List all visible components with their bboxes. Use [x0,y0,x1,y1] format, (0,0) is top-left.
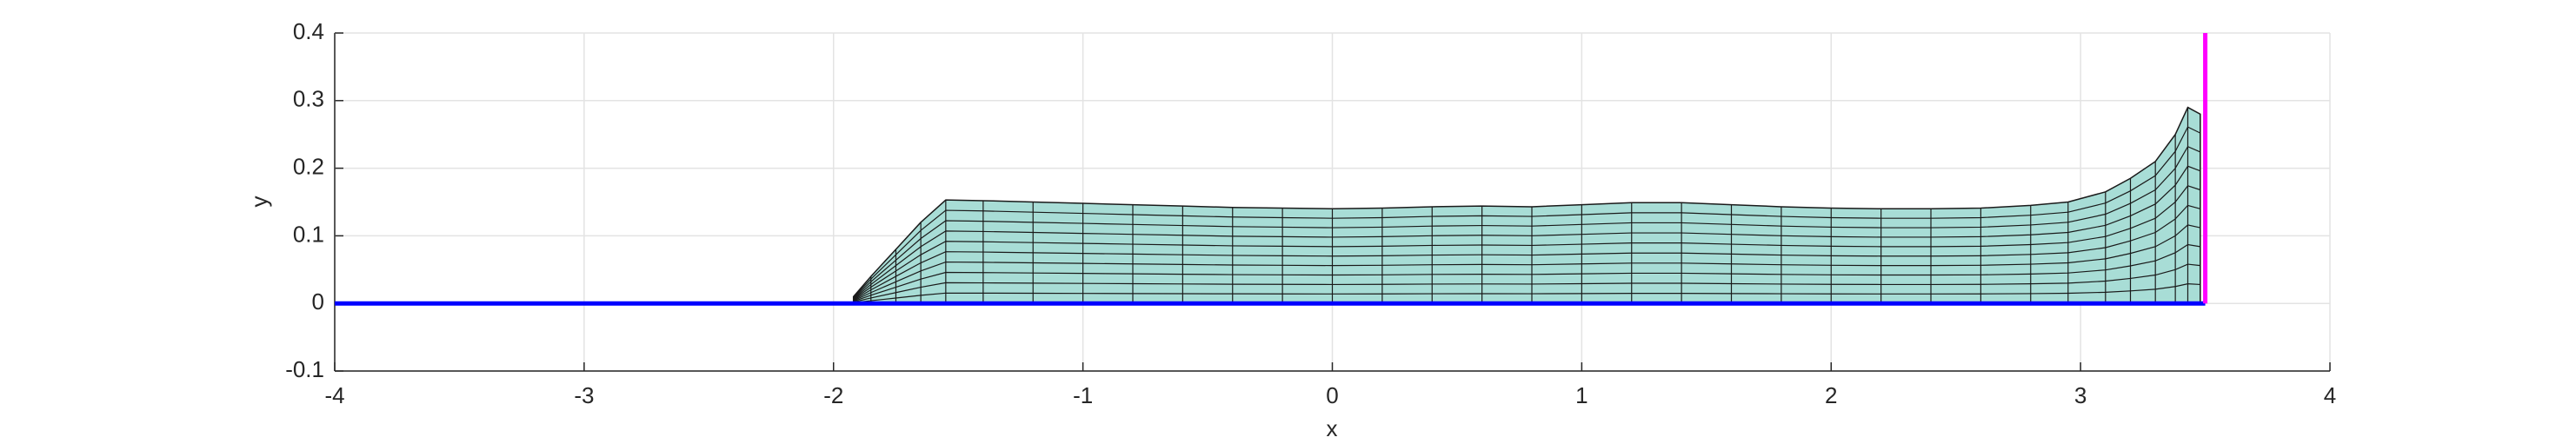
mesh-line [853,263,2200,303]
mesh-line [853,283,2200,304]
mesh-line [853,145,2201,299]
x-tick-label: -3 [574,382,594,408]
x-tick-label: -2 [823,382,843,408]
mesh-line [853,126,2201,298]
y-tick-label: 0.1 [293,221,324,247]
mesh-line [853,185,2201,301]
x-tick-label: 2 [1825,382,1837,408]
x-tick-label: -1 [1073,382,1093,408]
x-axis-label: x [1327,415,1338,441]
y-tick-label: -0.1 [285,356,324,382]
x-tick-label: 0 [1326,382,1338,408]
x-tick-label: 4 [2324,382,2336,408]
y-tick-label: 0.2 [293,153,324,179]
mesh-line [853,165,2201,300]
x-tick-label: 1 [1575,382,1588,408]
y-tick-label: 0.4 [293,18,324,44]
mesh-line [853,204,2200,301]
x-tick-label: -4 [324,382,344,408]
y-axis-label: y [246,196,272,208]
y-tick-label: 0 [312,288,324,315]
mesh-line [853,224,2200,302]
y-tick-label: 0.3 [293,86,324,112]
mesh-line [853,243,2200,302]
x-tick-label: 3 [2074,382,2087,408]
